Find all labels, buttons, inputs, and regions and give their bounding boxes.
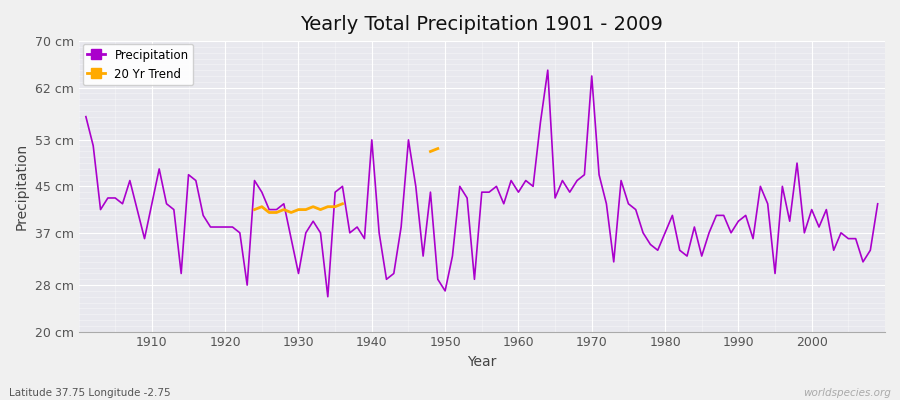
Text: worldspecies.org: worldspecies.org <box>803 388 891 398</box>
Text: Latitude 37.75 Longitude -2.75: Latitude 37.75 Longitude -2.75 <box>9 388 171 398</box>
Y-axis label: Precipitation: Precipitation <box>15 143 29 230</box>
Title: Yearly Total Precipitation 1901 - 2009: Yearly Total Precipitation 1901 - 2009 <box>301 15 663 34</box>
Legend: Precipitation, 20 Yr Trend: Precipitation, 20 Yr Trend <box>83 44 194 85</box>
X-axis label: Year: Year <box>467 355 497 369</box>
